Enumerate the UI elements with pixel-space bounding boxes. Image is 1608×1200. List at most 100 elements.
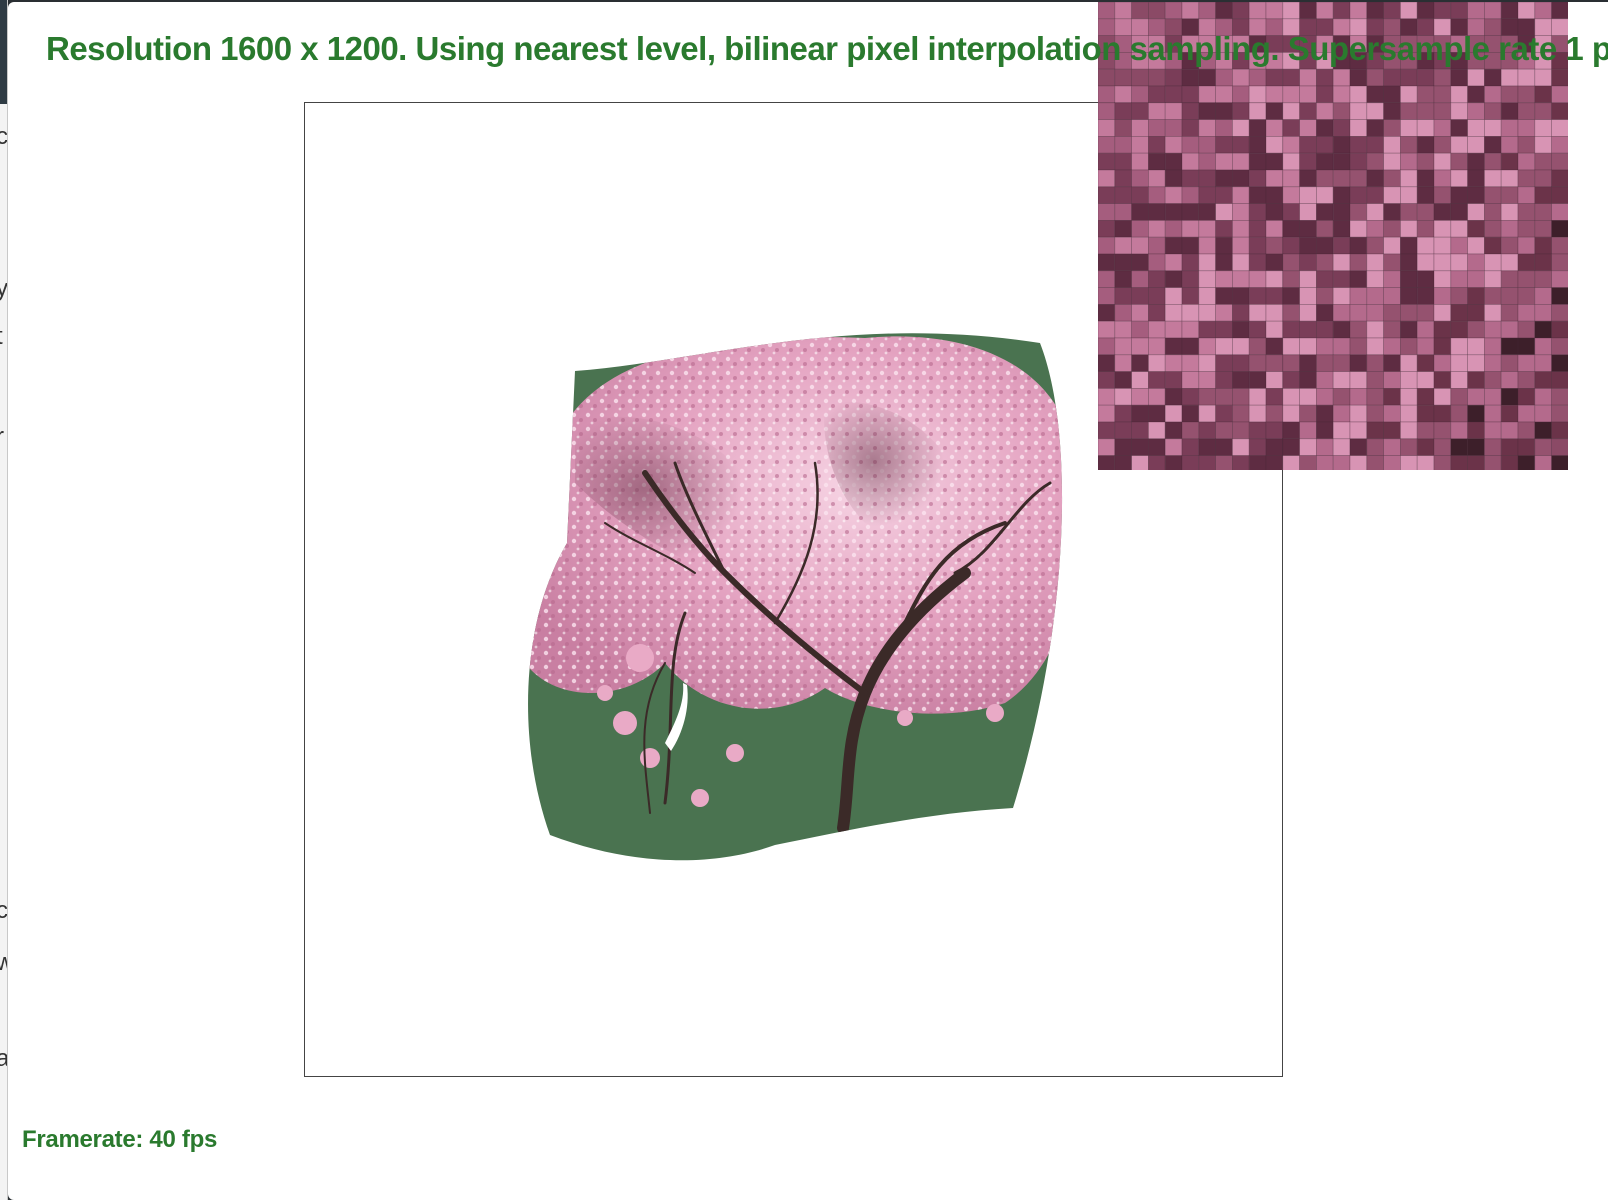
zoom-pixel <box>1416 387 1435 406</box>
zoom-pixel <box>1500 270 1519 288</box>
zoom-pixel <box>1248 203 1267 221</box>
zoom-pixel <box>1098 2 1116 20</box>
zoom-pixel <box>1500 169 1519 188</box>
zoom-pixel <box>1399 337 1418 356</box>
zoom-pixel <box>1131 85 1149 104</box>
zoom-pixel <box>1433 270 1452 288</box>
zoom-pixel <box>1534 354 1552 372</box>
zoom-pixel <box>1433 287 1452 305</box>
zoom-pixel <box>1332 219 1351 238</box>
zoom-pixel <box>1299 438 1317 456</box>
zoom-pixel <box>1551 169 1568 188</box>
zoom-pixel <box>1181 102 1200 121</box>
zoom-pixel <box>1299 169 1317 188</box>
zoom-pixel <box>1248 404 1267 423</box>
zoom-pixel <box>1366 35 1384 53</box>
zoom-pixel <box>1282 135 1301 154</box>
zoom-pixel <box>1517 421 1536 440</box>
zoom-pixel <box>1450 219 1468 238</box>
zoom-pixel <box>1517 270 1536 288</box>
zoom-pixel <box>1265 119 1284 137</box>
zoom-pixel <box>1366 354 1384 372</box>
zoom-pixel <box>1467 337 1485 356</box>
zoom-pixel <box>1450 35 1468 53</box>
zoom-pixel <box>1181 135 1200 154</box>
zoom-pixel <box>1231 371 1250 389</box>
zoom-pixel <box>1198 119 1217 137</box>
zoom-pixel <box>1114 186 1132 205</box>
zoom-pixel <box>1282 438 1301 456</box>
zoom-pixel <box>1399 169 1418 188</box>
zoom-pixel <box>1299 68 1317 87</box>
zoom-pixel <box>1098 253 1116 272</box>
zoom-pixel <box>1349 186 1368 205</box>
zoom-pixel <box>1282 186 1301 205</box>
zoom-pixel <box>1215 354 1233 372</box>
zoom-pixel <box>1215 119 1233 137</box>
zoom-pixel <box>1299 135 1317 154</box>
zoom-pixel <box>1383 68 1401 87</box>
zoom-pixel <box>1265 438 1284 456</box>
zoom-pixel <box>1366 421 1384 440</box>
zoom-pixel <box>1450 354 1468 372</box>
zoom-pixel <box>1198 354 1217 372</box>
zoom-pixel <box>1534 253 1552 272</box>
zoom-pixel <box>1399 287 1418 305</box>
zoom-pixel <box>1500 236 1519 255</box>
zoom-pixel <box>1517 320 1536 339</box>
zoom-pixel <box>1433 371 1452 389</box>
zoom-pixel <box>1332 203 1351 221</box>
render-settings-status: Resolution 1600 x 1200. Using nearest le… <box>46 30 1608 67</box>
zoom-pixel <box>1399 186 1418 205</box>
zoom-pixel <box>1366 320 1384 339</box>
zoom-pixel <box>1450 438 1468 456</box>
zoom-pixel <box>1450 135 1468 154</box>
zoom-pixel <box>1517 68 1536 87</box>
zoom-pixel <box>1181 354 1200 372</box>
zoom-pixel <box>1215 253 1233 272</box>
zoom-pixel <box>1299 421 1317 440</box>
zoom-pixel <box>1534 438 1552 456</box>
zoom-pixel <box>1164 337 1183 356</box>
zoom-pixel <box>1265 152 1284 171</box>
zoom-pixel <box>1332 186 1351 205</box>
zoom-pixel <box>1534 371 1552 389</box>
pixel-zoom-inset <box>1098 2 1568 470</box>
zoom-pixel <box>1399 320 1418 339</box>
zoom-pixel <box>1534 404 1552 423</box>
zoom-pixel <box>1366 303 1384 322</box>
zoom-pixel <box>1181 85 1200 104</box>
zoom-pixel <box>1299 236 1317 255</box>
zoom-pixel <box>1131 102 1149 121</box>
textured-quad-canvas[interactable] <box>305 103 1282 1076</box>
zoom-pixel <box>1248 135 1267 154</box>
zoom-pixel <box>1383 303 1401 322</box>
renderer-window[interactable]: Resolution 1600 x 1200. Using nearest le… <box>8 2 1608 1200</box>
zoom-pixel <box>1315 85 1334 104</box>
zoom-pixel <box>1282 387 1301 406</box>
zoom-pixel <box>1483 438 1502 456</box>
zoom-pixel <box>1315 387 1334 406</box>
zoom-pixel <box>1349 102 1368 121</box>
zoom-pixel <box>1164 236 1183 255</box>
zoom-pixel <box>1551 421 1568 440</box>
zoom-pixel <box>1282 371 1301 389</box>
zoom-pixel <box>1282 236 1301 255</box>
zoom-pixel <box>1215 455 1233 470</box>
zoom-pixel <box>1551 219 1568 238</box>
zoom-pixel <box>1131 421 1149 440</box>
tree-branches <box>604 461 1052 834</box>
zoom-pixel <box>1517 119 1536 137</box>
zoom-pixel <box>1433 152 1452 171</box>
zoom-pixel <box>1500 119 1519 137</box>
zoom-pixel <box>1416 404 1435 423</box>
zoom-pixel <box>1315 421 1334 440</box>
zoom-pixel <box>1131 152 1149 171</box>
zoom-pixel <box>1148 371 1166 389</box>
zoom-pixel <box>1433 135 1452 154</box>
zoom-pixel <box>1467 169 1485 188</box>
zoom-pixel <box>1148 119 1166 137</box>
zoom-pixel <box>1248 270 1267 288</box>
zoom-pixel <box>1181 236 1200 255</box>
zoom-pixel <box>1131 387 1149 406</box>
